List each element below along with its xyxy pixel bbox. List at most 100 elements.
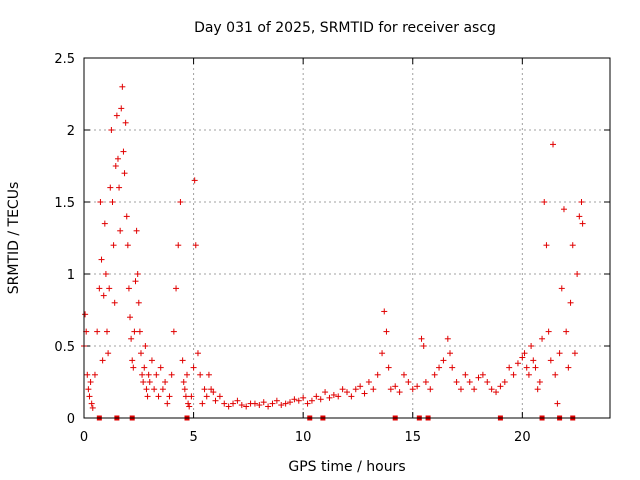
data-point — [383, 328, 390, 335]
data-point — [180, 379, 187, 385]
data-point — [541, 199, 548, 205]
data-point — [134, 271, 141, 277]
data-point — [146, 379, 153, 385]
data-point — [119, 83, 126, 90]
data-point — [552, 371, 559, 378]
data-point — [82, 311, 89, 318]
data-point — [127, 314, 134, 321]
data-point — [457, 386, 464, 393]
data-point — [153, 371, 160, 378]
data-point — [107, 184, 114, 191]
data-point — [418, 335, 425, 342]
data-point — [510, 371, 517, 378]
data-point — [118, 105, 125, 112]
data-point — [514, 360, 521, 367]
data-point — [186, 403, 193, 410]
data-point — [122, 119, 129, 126]
data-point — [449, 364, 456, 371]
data-point — [558, 285, 565, 292]
data-point — [352, 386, 359, 393]
data-point — [89, 404, 96, 411]
data-point — [86, 393, 93, 400]
data-point — [182, 393, 189, 400]
data-point — [170, 328, 177, 335]
data-point — [100, 292, 107, 299]
data-point — [440, 357, 447, 364]
data-point — [128, 335, 135, 342]
data-point — [565, 364, 572, 371]
data-point — [190, 364, 197, 371]
data-point — [462, 371, 469, 378]
data-point — [210, 389, 217, 396]
data-point — [550, 141, 557, 148]
data-point — [113, 112, 120, 119]
data-point — [381, 308, 388, 315]
data-point — [137, 350, 144, 357]
x-tick-label: 10 — [295, 430, 312, 445]
y-tick-label: 2 — [67, 124, 75, 139]
data-point — [488, 386, 495, 393]
data-point — [212, 397, 219, 404]
data-point — [521, 350, 528, 357]
data-point — [519, 354, 526, 361]
data-point — [506, 364, 513, 371]
data-point — [123, 213, 130, 220]
data-point — [560, 206, 567, 213]
data-point — [88, 400, 95, 407]
data-point — [91, 371, 98, 378]
data-point — [414, 383, 421, 390]
data-point — [304, 400, 311, 407]
data-point — [141, 364, 148, 371]
data-point — [151, 386, 158, 393]
data-point — [101, 220, 108, 227]
data-point — [295, 397, 302, 404]
data-point — [205, 371, 212, 378]
data-point — [111, 299, 118, 306]
data-point — [185, 400, 192, 407]
data-point — [129, 357, 136, 364]
y-axis-label: SRMTID / TECUs — [6, 182, 22, 295]
data-point — [576, 213, 583, 220]
data-point — [201, 386, 208, 393]
data-point — [140, 379, 147, 385]
data-point — [230, 400, 237, 407]
data-point — [422, 379, 429, 385]
data-point — [365, 379, 372, 385]
data-point — [313, 393, 320, 400]
data-point — [405, 379, 412, 385]
data-point — [370, 386, 377, 393]
data-point — [203, 393, 210, 400]
data-point — [523, 364, 530, 371]
data-point — [322, 389, 329, 396]
y-tick-label: 0.5 — [54, 340, 75, 355]
data-point — [385, 364, 392, 371]
grid — [84, 58, 610, 418]
data-point — [84, 371, 91, 378]
data-point — [238, 402, 245, 409]
data-point — [339, 386, 346, 393]
data-point — [348, 393, 355, 400]
data-point — [191, 177, 198, 184]
data-point — [106, 285, 113, 292]
data-point — [121, 170, 128, 177]
data-point — [497, 383, 504, 390]
data-point — [317, 396, 324, 403]
y-tick-label: 1.5 — [54, 196, 75, 211]
data-point — [282, 400, 289, 407]
data-point — [188, 393, 195, 400]
data-point — [114, 155, 121, 162]
data-point — [168, 371, 175, 378]
x-tick-label: 20 — [514, 430, 531, 445]
data-point — [335, 393, 342, 400]
data-point — [132, 278, 139, 285]
data-point — [124, 242, 131, 249]
data-point — [234, 397, 241, 404]
data-point — [166, 393, 173, 400]
data-point — [444, 335, 451, 342]
data-point — [374, 371, 381, 378]
data-point — [197, 371, 204, 378]
data-point — [130, 364, 137, 371]
data-point — [453, 379, 460, 385]
data-point — [155, 393, 162, 400]
